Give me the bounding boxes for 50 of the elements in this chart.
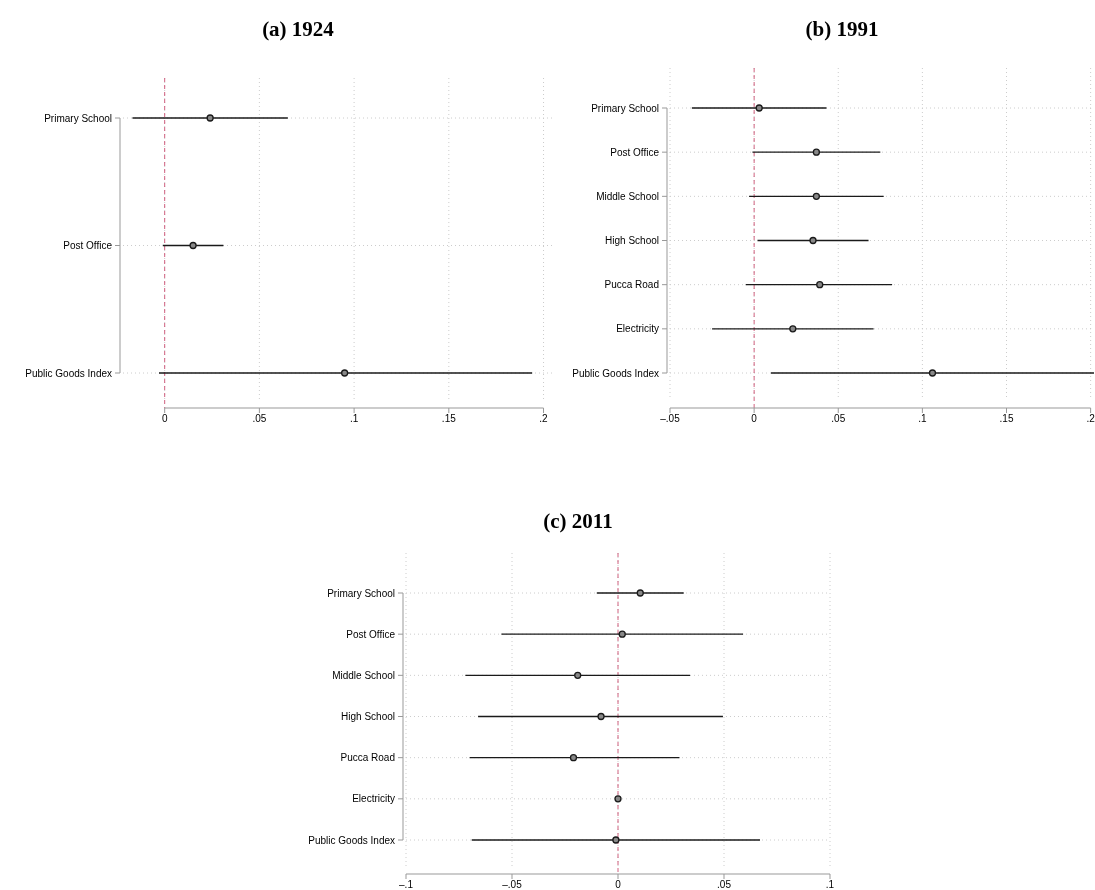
x-tick-label: .1 <box>918 413 927 424</box>
x-tick-label: –.1 <box>399 879 414 890</box>
y-tick-label: Post Office <box>346 628 396 640</box>
x-tick-label: 0 <box>615 879 622 890</box>
x-tick-label: .05 <box>717 879 732 890</box>
x-tick-label: .15 <box>441 413 457 424</box>
x-tick-label: .2 <box>539 413 549 424</box>
x-tick-label: .1 <box>349 413 359 424</box>
point <box>636 589 644 597</box>
point <box>789 325 797 333</box>
point <box>614 795 622 803</box>
point <box>574 671 582 679</box>
point <box>597 712 605 721</box>
y-tick-label: Public Goods Index <box>25 367 112 379</box>
x-tick-label: .05 <box>831 413 846 424</box>
y-tick-label: Post Office <box>610 146 660 158</box>
chart-title: (c) 2011 <box>543 509 613 533</box>
point <box>612 836 620 844</box>
y-tick-label: Primary School <box>327 587 395 599</box>
x-tick-label: –.05 <box>502 879 523 890</box>
y-tick-label: Middle School <box>596 190 659 202</box>
y-tick-label: Electricity <box>352 793 395 805</box>
y-tick-label: Public Goods Index <box>572 367 659 379</box>
point <box>809 236 817 245</box>
point <box>569 754 578 762</box>
point <box>816 281 824 289</box>
x-tick-label: .15 <box>999 413 1014 424</box>
point <box>812 192 821 200</box>
chart-title: (b) 1991 <box>805 17 879 41</box>
y-tick-label: High School <box>341 711 395 722</box>
y-tick-label: Primary School <box>44 112 112 124</box>
x-tick-label: –.05 <box>660 413 681 424</box>
x-tick-label: .2 <box>1086 413 1095 424</box>
point <box>755 104 763 112</box>
y-tick-label: Pucca Road <box>340 752 395 764</box>
y-tick-label: Middle School <box>332 669 395 681</box>
y-tick-label: Public Goods Index <box>308 834 395 846</box>
y-tick-label: Pucca Road <box>604 279 659 291</box>
point <box>618 630 626 638</box>
y-tick-label: Post Office <box>63 240 113 251</box>
x-tick-label: .05 <box>252 413 267 424</box>
x-tick-label: 0 <box>751 413 758 424</box>
chart-title: (a) 1924 <box>262 17 335 41</box>
y-tick-label: Electricity <box>616 323 659 335</box>
y-tick-label: High School <box>605 235 659 246</box>
x-tick-label: .1 <box>825 879 835 890</box>
point <box>928 369 937 377</box>
y-tick-label: Primary School <box>591 102 659 114</box>
point <box>812 148 821 156</box>
x-tick-label: 0 <box>161 413 168 424</box>
